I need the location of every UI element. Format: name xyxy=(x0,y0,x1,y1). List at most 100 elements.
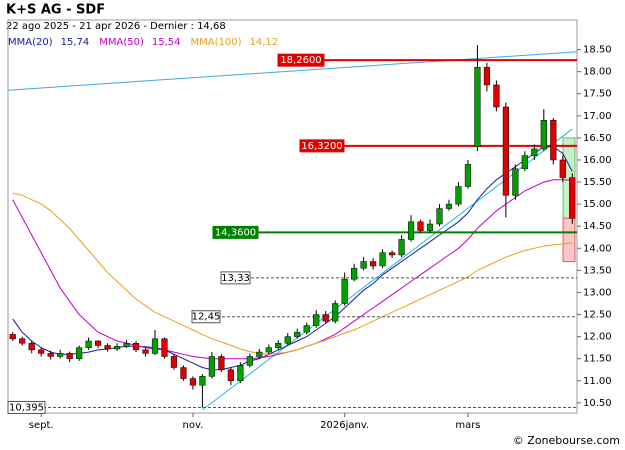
candle-body xyxy=(360,261,367,269)
y-tick-label: 18.00 xyxy=(583,67,612,78)
candle-body xyxy=(502,106,509,196)
candle-body xyxy=(151,338,159,354)
candle-body xyxy=(132,342,140,351)
y-tick-label: 11.00 xyxy=(583,376,612,387)
candle-body xyxy=(407,221,415,240)
legend-value: 15,54 xyxy=(152,37,181,48)
candle-body xyxy=(559,159,566,178)
candle-body xyxy=(531,148,538,156)
chart-title: K+S AG - SDF xyxy=(6,3,105,18)
zone-down xyxy=(562,217,576,263)
candle-body xyxy=(57,353,64,357)
candle-body xyxy=(512,168,519,196)
candle-body xyxy=(455,186,462,205)
y-tick-label: 14.50 xyxy=(583,221,612,232)
candle-body xyxy=(284,336,291,344)
legend-name: MMA(50) xyxy=(99,37,144,48)
candle-body xyxy=(76,347,83,359)
legend-value: 15,74 xyxy=(61,37,90,48)
level-label: 18,2600 xyxy=(280,55,321,66)
candle-body xyxy=(474,66,481,147)
x-tick-label: 2026janv. xyxy=(320,420,369,431)
level-box xyxy=(191,310,221,324)
candle-body xyxy=(294,331,301,337)
y-tick-label: 12.00 xyxy=(583,332,612,343)
x-tick-label: nov. xyxy=(183,420,204,431)
y-tick-label: 18.50 xyxy=(583,45,612,56)
y-tick-label: 14.00 xyxy=(583,243,612,254)
candle-body xyxy=(436,208,443,225)
candle-body xyxy=(569,177,576,219)
candle-body xyxy=(426,223,434,231)
y-tick-label: 10.50 xyxy=(583,398,612,409)
candle-body xyxy=(19,338,26,344)
candle-body xyxy=(322,314,329,322)
y-tick-label: 13.50 xyxy=(583,265,612,276)
y-tick-label: 17.00 xyxy=(583,111,612,122)
x-tick-label: sept. xyxy=(29,420,54,431)
candle-body xyxy=(379,252,386,267)
candle-body xyxy=(351,267,358,280)
candle-body xyxy=(388,252,396,256)
candle-body xyxy=(66,353,73,359)
candle-body xyxy=(180,367,187,379)
level-box xyxy=(220,271,251,285)
level-label: 13,33 xyxy=(221,273,250,284)
candle-body xyxy=(332,303,339,322)
plot-frame xyxy=(7,19,578,414)
candle-body xyxy=(142,349,149,354)
candle-body xyxy=(483,66,491,86)
candle-body xyxy=(464,164,472,187)
level-box xyxy=(212,225,259,239)
ma-line xyxy=(12,192,573,355)
candle-body xyxy=(237,365,244,382)
y-tick-label: 15.50 xyxy=(583,177,612,188)
candle-body xyxy=(227,369,234,382)
candle-body xyxy=(189,378,197,386)
candle-body xyxy=(521,155,528,170)
candle-body xyxy=(104,345,111,350)
level-box xyxy=(277,53,325,67)
candle-body xyxy=(123,342,130,347)
y-tick-label: 17.50 xyxy=(583,89,612,100)
candle-body xyxy=(540,119,547,150)
candle-body xyxy=(94,340,102,346)
candle-body xyxy=(303,325,310,333)
ma-line xyxy=(12,146,573,371)
candle-body xyxy=(38,349,45,354)
level-label: 12,45 xyxy=(192,312,221,323)
legend-name: MMA(20) xyxy=(8,37,53,48)
y-tick-label: 13.00 xyxy=(583,287,612,298)
candle-body xyxy=(341,278,348,304)
level-box xyxy=(7,400,46,414)
trendline xyxy=(202,128,573,411)
candle-body xyxy=(9,334,16,340)
candle-body xyxy=(208,356,215,377)
candle-body xyxy=(493,84,500,108)
candle-body xyxy=(113,346,121,350)
candle-body xyxy=(85,340,92,348)
candle-body xyxy=(313,314,320,326)
candle-body xyxy=(445,203,453,209)
legend-name: MMA(100) xyxy=(191,37,242,48)
candle-body xyxy=(246,356,253,366)
y-tick-label: 16.50 xyxy=(583,133,612,144)
y-tick-label: 15.00 xyxy=(583,199,612,210)
watermark: © Zonebourse.com xyxy=(513,434,620,447)
candle-body xyxy=(199,376,206,386)
candle-body xyxy=(275,342,282,348)
candle-body xyxy=(370,261,377,267)
candle-body xyxy=(47,353,54,357)
candle-body xyxy=(398,239,405,256)
trendline xyxy=(7,51,578,91)
candle-body xyxy=(161,338,168,357)
y-tick-label: 16.00 xyxy=(583,155,612,166)
level-box xyxy=(299,139,345,153)
candle-body xyxy=(170,356,178,368)
candle-body xyxy=(218,356,225,370)
candle-body xyxy=(28,342,35,351)
y-tick-label: 11.50 xyxy=(583,354,612,365)
candle-body xyxy=(417,221,424,231)
legend-value: 14,12 xyxy=(250,37,279,48)
